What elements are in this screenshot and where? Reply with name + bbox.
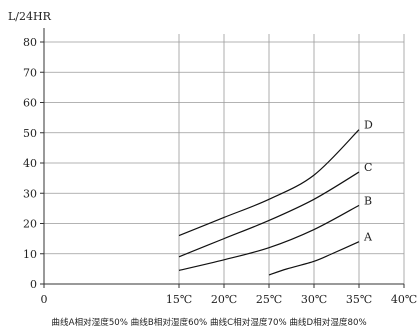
series-labels: A B C D <box>363 119 373 244</box>
y-ticks: 0 10 20 30 40 50 60 70 80 <box>23 36 44 291</box>
y-tick-label: 10 <box>23 248 37 261</box>
y-tick-label: 40 <box>23 157 37 170</box>
series-line-c <box>178 171 360 258</box>
y-tick-label: 60 <box>23 97 37 110</box>
series-label-d: D <box>364 119 373 132</box>
series-label-a: A <box>363 231 373 244</box>
y-tick-label: 50 <box>23 127 37 140</box>
x-tick-label: 35℃ <box>346 293 372 306</box>
y-tick-label: 20 <box>23 218 37 231</box>
y-tick-label: 70 <box>23 66 37 79</box>
y-tick-label: 80 <box>23 36 37 49</box>
x-tick-label: 40℃ <box>391 293 417 306</box>
axes <box>40 28 404 288</box>
series-line-d <box>178 129 360 237</box>
grid <box>44 34 405 284</box>
x-tick-label: 20℃ <box>211 293 237 306</box>
series-label-b: B <box>364 194 372 207</box>
y-tick-label: 0 <box>30 278 37 291</box>
y-axis-unit-label: L/24HR <box>8 10 52 23</box>
series-line-b <box>178 204 360 271</box>
x-tick-label: 15℃ <box>166 293 192 306</box>
x-ticks: 0 15℃ 20℃ 25℃ 30℃ 35℃ 40℃ <box>41 284 417 306</box>
series-label-c: C <box>364 161 372 174</box>
series-lines <box>178 129 360 276</box>
x-tick-label: 30℃ <box>301 293 327 306</box>
series-line-a <box>268 241 360 276</box>
x-tick-label: 25℃ <box>256 293 282 306</box>
chart-caption: 曲线A相对湿度50% 曲线B相对湿度60% 曲线C相对湿度70% 曲线D相对湿度… <box>51 316 366 328</box>
y-tick-label: 30 <box>23 187 37 200</box>
x-tick-label: 0 <box>41 293 48 306</box>
